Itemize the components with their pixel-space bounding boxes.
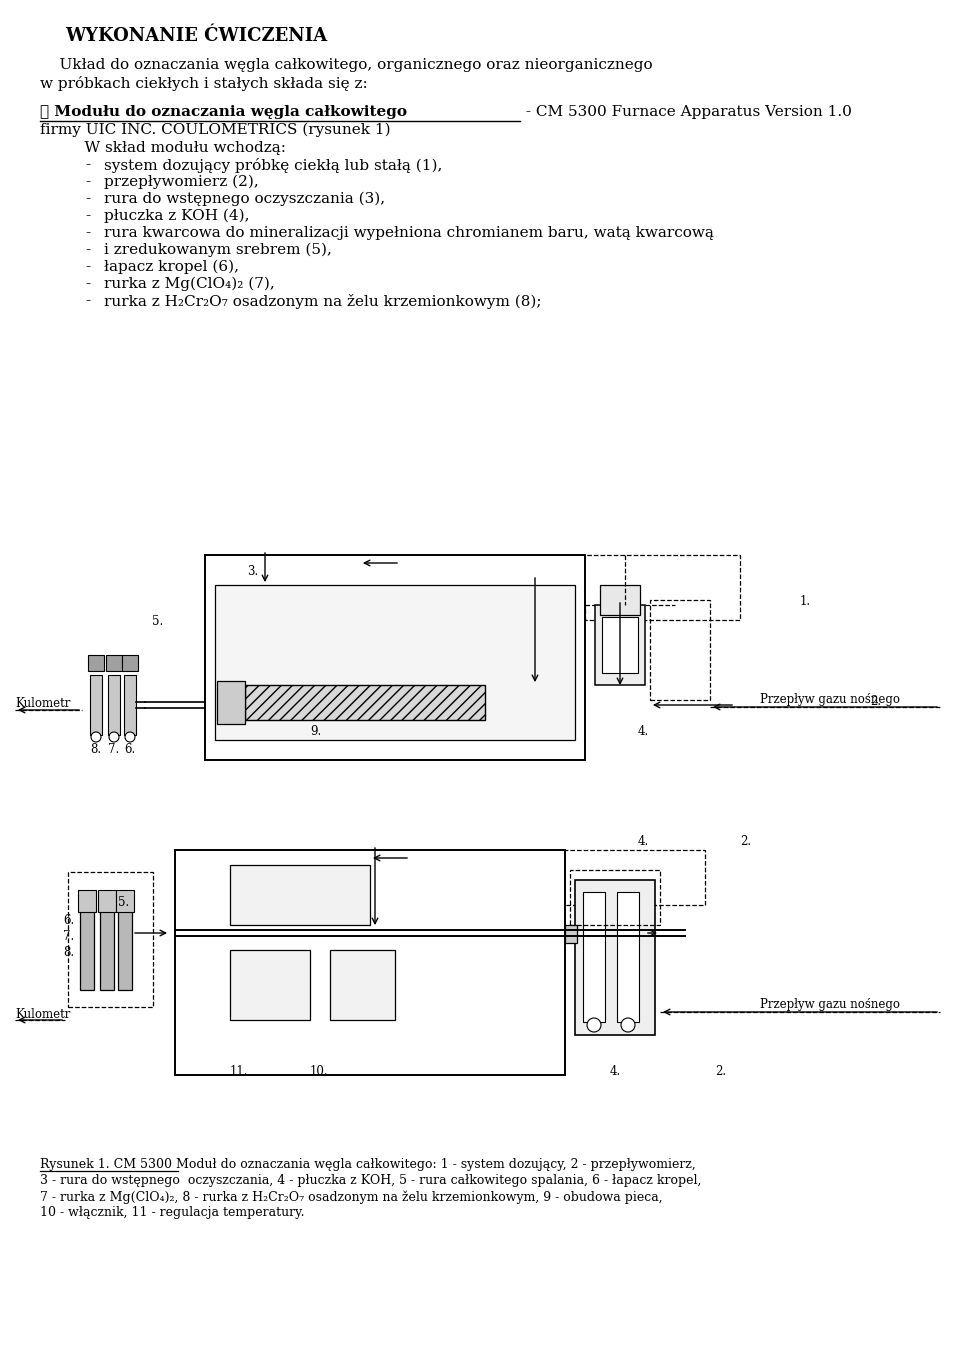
- Bar: [175, 849, 705, 905]
- Text: 8.: 8.: [90, 744, 101, 756]
- Text: i zredukowanym srebrem (5),: i zredukowanym srebrem (5),: [104, 243, 332, 258]
- Text: -: -: [85, 243, 90, 256]
- Bar: [88, 655, 104, 670]
- Text: 8.: 8.: [63, 946, 74, 959]
- Bar: [106, 655, 122, 670]
- Text: WYKONANIE ĆWICZENIA: WYKONANIE ĆWICZENIA: [65, 27, 327, 45]
- Bar: [245, 685, 485, 721]
- Bar: [78, 890, 96, 912]
- Bar: [565, 925, 577, 943]
- Bar: [230, 950, 310, 1020]
- Bar: [122, 655, 138, 670]
- Text: 6.: 6.: [63, 915, 74, 927]
- Text: W skład modułu wchodzą:: W skład modułu wchodzą:: [65, 141, 286, 155]
- Circle shape: [125, 731, 135, 742]
- Text: 5.: 5.: [152, 615, 163, 628]
- Text: 7.: 7.: [108, 744, 119, 756]
- Bar: [330, 950, 395, 1020]
- Bar: [205, 555, 740, 620]
- Bar: [108, 674, 120, 735]
- Text: rurka z H₂Cr₂O₇ osadzonym na želu krzemionkowym (8);: rurka z H₂Cr₂O₇ osadzonym na želu krzemi…: [104, 294, 541, 309]
- Circle shape: [587, 1018, 601, 1033]
- Text: 4.: 4.: [638, 835, 649, 848]
- Text: rurka z Mg(ClO₄)₂ (7),: rurka z Mg(ClO₄)₂ (7),: [104, 277, 275, 292]
- Text: 1.: 1.: [800, 594, 811, 608]
- Text: -: -: [85, 227, 90, 240]
- Text: -: -: [85, 277, 90, 290]
- Text: Przepływ gazu nośnego: Przepływ gazu nośnego: [760, 997, 900, 1011]
- Circle shape: [621, 1018, 635, 1033]
- Text: 10.: 10.: [310, 1065, 328, 1077]
- Text: 3 - rura do wstępnego  oczyszczania, 4 - płuczka z KOH, 5 - rura całkowitego spa: 3 - rura do wstępnego oczyszczania, 4 - …: [40, 1174, 702, 1187]
- Bar: [205, 555, 585, 760]
- Bar: [90, 674, 102, 735]
- Text: 2.: 2.: [870, 695, 881, 708]
- Text: firmy UIC INC. COULOMETRICS (rysunek 1): firmy UIC INC. COULOMETRICS (rysunek 1): [40, 123, 391, 137]
- Circle shape: [109, 731, 119, 742]
- Text: Kulometr: Kulometr: [15, 1008, 70, 1020]
- Bar: [215, 585, 575, 740]
- Bar: [595, 605, 645, 685]
- Text: 10 - włącznik, 11 - regulacja temperatury.: 10 - włącznik, 11 - regulacja temperatur…: [40, 1206, 304, 1219]
- Bar: [600, 585, 640, 615]
- Text: Rysunek 1. CM 5300 Moduł do oznaczania węgla całkowitego: 1 - system dozujący, 2: Rysunek 1. CM 5300 Moduł do oznaczania w…: [40, 1158, 696, 1171]
- Text: rura do wstępnego oczyszczania (3),: rura do wstępnego oczyszczania (3),: [104, 191, 385, 206]
- Text: w próbkach ciekłych i stałych składa się z:: w próbkach ciekłych i stałych składa się…: [40, 76, 368, 91]
- Text: system dozujący próbkę ciekłą lub stałą (1),: system dozujący próbkę ciekłą lub stałą …: [104, 157, 443, 172]
- Text: ➞ Modułu do oznaczania węgla całkowitego: ➞ Modułu do oznaczania węgla całkowitego: [40, 104, 407, 119]
- Text: Kulometr: Kulometr: [15, 697, 70, 710]
- Text: -: -: [85, 209, 90, 223]
- Text: -: -: [85, 191, 90, 206]
- Text: Przepływ gazu nośnego: Przepływ gazu nośnego: [760, 693, 900, 706]
- Text: - CM 5300 Furnace Apparatus Version 1.0: - CM 5300 Furnace Apparatus Version 1.0: [521, 104, 852, 119]
- Bar: [100, 905, 114, 991]
- Text: 11.: 11.: [230, 1065, 249, 1077]
- Text: rura kwarcowa do mineralizacji wypełniona chromianem baru, watą kwarcową: rura kwarcowa do mineralizacji wypełnion…: [104, 227, 714, 240]
- Text: 9.: 9.: [310, 725, 322, 738]
- Bar: [602, 617, 638, 673]
- Text: przepływomierz (2),: przepływomierz (2),: [104, 175, 259, 190]
- Bar: [116, 890, 134, 912]
- Bar: [217, 681, 245, 725]
- Text: 2.: 2.: [715, 1065, 726, 1077]
- Bar: [118, 905, 132, 991]
- Bar: [80, 905, 94, 991]
- Text: płuczka z KOH (4),: płuczka z KOH (4),: [104, 209, 250, 224]
- Text: 7 - rurka z Mg(ClO₄)₂, 8 - rurka z H₂Cr₂O₇ osadzonym na želu krzemionkowym, 9 - : 7 - rurka z Mg(ClO₄)₂, 8 - rurka z H₂Cr₂…: [40, 1190, 662, 1204]
- Circle shape: [91, 731, 101, 742]
- Text: 3.: 3.: [247, 565, 258, 578]
- Bar: [650, 600, 710, 700]
- Text: -: -: [85, 175, 90, 189]
- Text: 7.: 7.: [63, 930, 74, 943]
- Bar: [175, 849, 565, 1075]
- Text: Układ do oznaczania węgla całkowitego, organicznego oraz nieorganicznego: Układ do oznaczania węgla całkowitego, o…: [40, 58, 653, 72]
- Bar: [230, 864, 370, 925]
- Bar: [124, 674, 136, 735]
- Text: 4.: 4.: [610, 1065, 621, 1077]
- Bar: [98, 890, 116, 912]
- Text: -: -: [85, 157, 90, 172]
- Text: 4.: 4.: [638, 725, 649, 738]
- Text: 5.: 5.: [118, 896, 130, 909]
- Bar: [570, 870, 660, 925]
- Bar: [617, 892, 639, 1022]
- Text: 2.: 2.: [740, 835, 751, 848]
- Bar: [68, 873, 153, 1007]
- Text: -: -: [85, 294, 90, 308]
- Text: łapacz kropel (6),: łapacz kropel (6),: [104, 261, 239, 274]
- Bar: [583, 892, 605, 1022]
- Bar: [575, 879, 655, 1035]
- Text: -: -: [85, 261, 90, 274]
- Text: 6.: 6.: [124, 744, 135, 756]
